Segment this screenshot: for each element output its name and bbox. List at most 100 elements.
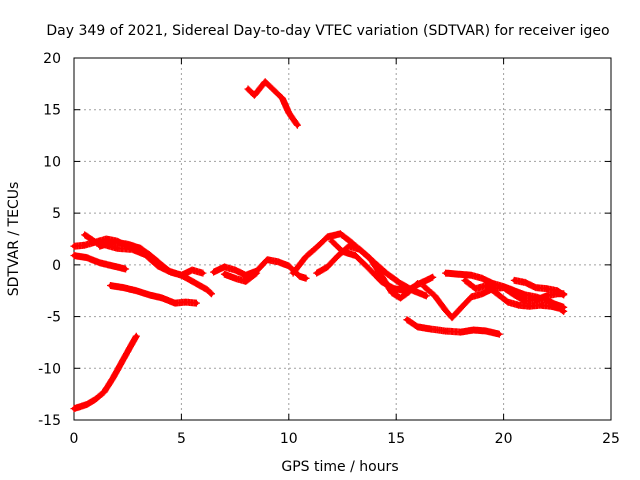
data-point bbox=[121, 285, 126, 290]
data-point bbox=[456, 271, 461, 277]
data-point bbox=[512, 278, 517, 283]
data-point bbox=[421, 284, 427, 289]
data-point bbox=[497, 331, 502, 337]
data-point bbox=[469, 273, 474, 278]
data-point bbox=[254, 270, 259, 276]
data-point bbox=[119, 360, 124, 366]
data-point bbox=[325, 234, 330, 240]
data-point bbox=[325, 264, 330, 270]
x-tick-label: 0 bbox=[70, 431, 79, 447]
x-tick-label: 20 bbox=[495, 431, 513, 447]
data-point bbox=[368, 256, 373, 261]
data-point bbox=[243, 273, 249, 278]
data-point bbox=[127, 345, 133, 350]
data-point bbox=[84, 402, 90, 407]
data-point bbox=[71, 253, 77, 258]
data-point bbox=[290, 270, 296, 276]
data-point bbox=[533, 294, 539, 300]
data-point bbox=[484, 283, 489, 288]
plot-frame bbox=[73, 57, 612, 421]
data-point bbox=[432, 293, 438, 299]
data-point bbox=[183, 299, 188, 305]
data-point bbox=[286, 263, 291, 269]
data-point bbox=[479, 291, 485, 297]
data-point bbox=[192, 280, 197, 285]
data-point bbox=[71, 244, 77, 249]
y-tick-label: 20 bbox=[43, 51, 61, 67]
data-point bbox=[516, 302, 521, 308]
data-point bbox=[430, 275, 435, 280]
data-point bbox=[548, 304, 554, 309]
data-point bbox=[265, 257, 270, 262]
data-point bbox=[166, 268, 171, 274]
data-point bbox=[357, 247, 362, 252]
data-point bbox=[232, 267, 238, 273]
data-point bbox=[204, 287, 210, 292]
series-arc-b bbox=[244, 78, 301, 129]
data-point bbox=[271, 87, 276, 93]
data-point bbox=[544, 297, 549, 303]
series-arc-g bbox=[107, 282, 200, 307]
data-point bbox=[108, 283, 113, 288]
data-point bbox=[303, 254, 309, 259]
data-point bbox=[134, 334, 139, 339]
y-tick-label: -5 bbox=[47, 310, 61, 326]
data-point bbox=[110, 263, 115, 269]
data-point bbox=[501, 284, 506, 289]
data-point bbox=[172, 300, 178, 306]
data-point bbox=[378, 279, 384, 284]
data-point bbox=[71, 406, 77, 411]
x-tick-label: 10 bbox=[280, 431, 298, 447]
data-point bbox=[449, 315, 455, 320]
data-point bbox=[561, 309, 566, 314]
data-point bbox=[97, 260, 102, 265]
data-point bbox=[138, 246, 143, 251]
data-point bbox=[443, 270, 448, 276]
data-point bbox=[385, 271, 390, 277]
data-point bbox=[471, 327, 476, 333]
x-tick-label: 25 bbox=[602, 431, 620, 447]
data-point bbox=[209, 291, 214, 297]
data-point bbox=[424, 293, 429, 299]
data-point bbox=[93, 239, 98, 245]
data-point bbox=[473, 286, 478, 291]
data-point bbox=[458, 329, 463, 335]
data-series bbox=[70, 78, 568, 413]
data-point bbox=[404, 317, 410, 322]
data-point bbox=[494, 291, 500, 297]
data-point bbox=[286, 110, 291, 116]
data-point bbox=[537, 302, 543, 308]
data-point bbox=[391, 286, 397, 291]
data-point bbox=[533, 285, 539, 290]
data-point bbox=[353, 253, 358, 258]
x-axis-label: GPS time / hours bbox=[281, 459, 398, 475]
data-point bbox=[555, 288, 560, 293]
data-point bbox=[93, 397, 98, 402]
y-tick-label: 10 bbox=[43, 154, 61, 170]
data-point bbox=[336, 253, 341, 258]
series-arc-d bbox=[70, 252, 130, 273]
data-point bbox=[366, 265, 371, 271]
data-point bbox=[314, 270, 319, 276]
data-point bbox=[398, 295, 403, 301]
series-arc-q bbox=[510, 276, 568, 299]
series-arc-i bbox=[220, 269, 261, 285]
tick-labels: 0 5 10 15 20 25 -15 -10 -5 0 5 10 15 20 bbox=[38, 51, 620, 447]
series-arc-m bbox=[403, 316, 503, 338]
data-point bbox=[458, 306, 463, 311]
x-tick-label: 15 bbox=[387, 431, 405, 447]
data-point bbox=[512, 288, 517, 293]
data-point bbox=[557, 306, 562, 311]
data-point bbox=[303, 276, 309, 281]
data-point bbox=[329, 238, 334, 244]
data-point bbox=[522, 298, 528, 304]
data-point bbox=[222, 271, 227, 277]
data-point bbox=[146, 292, 152, 298]
data-point bbox=[462, 278, 468, 283]
data-point bbox=[346, 244, 352, 249]
data-point bbox=[415, 324, 420, 330]
data-point bbox=[428, 326, 433, 332]
data-point bbox=[179, 273, 184, 278]
data-point bbox=[389, 290, 395, 295]
